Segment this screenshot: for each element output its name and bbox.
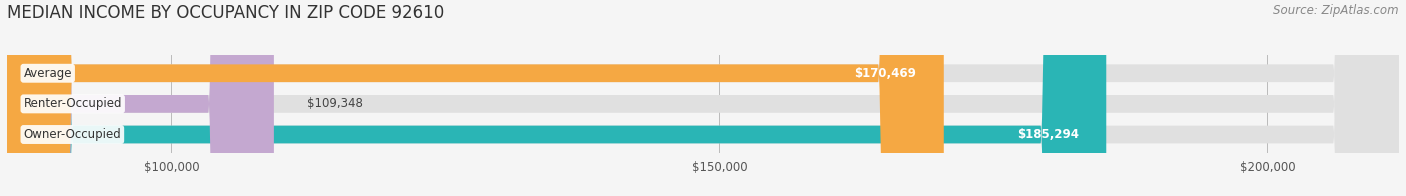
- FancyBboxPatch shape: [7, 0, 274, 196]
- FancyBboxPatch shape: [7, 0, 1399, 196]
- Text: MEDIAN INCOME BY OCCUPANCY IN ZIP CODE 92610: MEDIAN INCOME BY OCCUPANCY IN ZIP CODE 9…: [7, 4, 444, 22]
- Text: Source: ZipAtlas.com: Source: ZipAtlas.com: [1274, 4, 1399, 17]
- Text: $109,348: $109,348: [307, 97, 363, 110]
- FancyBboxPatch shape: [7, 0, 1399, 196]
- Text: $185,294: $185,294: [1017, 128, 1078, 141]
- FancyBboxPatch shape: [7, 0, 943, 196]
- FancyBboxPatch shape: [7, 0, 1107, 196]
- Text: $170,469: $170,469: [855, 67, 917, 80]
- Text: Renter-Occupied: Renter-Occupied: [24, 97, 122, 110]
- Text: Average: Average: [24, 67, 72, 80]
- Text: Owner-Occupied: Owner-Occupied: [24, 128, 121, 141]
- FancyBboxPatch shape: [7, 0, 1399, 196]
